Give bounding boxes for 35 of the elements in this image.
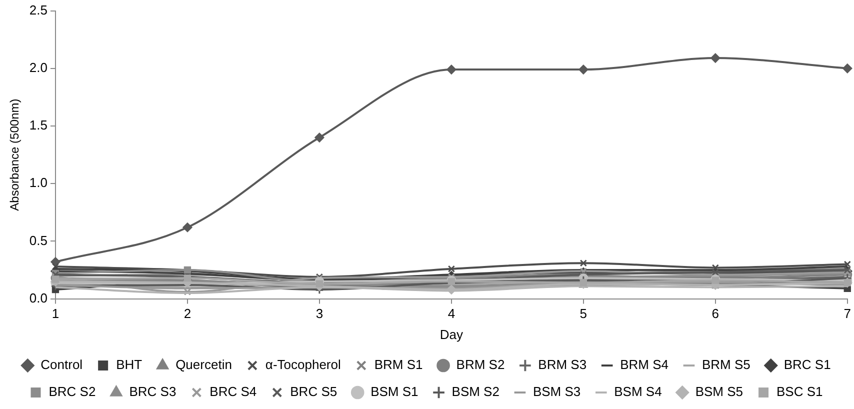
legend-label: BSM S3: [532, 384, 581, 400]
legend-label: BRM S3: [538, 357, 587, 372]
x-tick-label: 3: [316, 306, 324, 322]
legend-label: Control: [40, 357, 83, 372]
y-axis-title: Absorbance (500nm): [8, 98, 22, 211]
y-tick-label: 1.5: [29, 118, 48, 133]
legend-label: BRC S3: [129, 384, 176, 400]
legend-label: BRM S5: [702, 357, 750, 372]
y-tick-label: 1.0: [29, 175, 48, 190]
legend-label: BSM S4: [614, 384, 662, 400]
legend-label: BHT: [116, 357, 142, 372]
legend-label: BRC S5: [290, 384, 338, 400]
y-tick-label: 0.0: [29, 290, 48, 306]
legend-label: BRC S4: [210, 384, 257, 400]
x-tick-label: 7: [844, 306, 851, 322]
legend-label: α-Tocopherol: [265, 357, 341, 372]
y-tick-label: 2.5: [29, 2, 48, 18]
x-tick-label: 2: [184, 306, 192, 322]
legend-label: BRM S4: [620, 357, 668, 372]
legend-label: BRM S2: [456, 357, 505, 372]
legend-label: BSC S1: [776, 384, 823, 400]
legend-label: Quercetin: [176, 357, 232, 372]
x-tick-label: 5: [580, 306, 588, 322]
y-tick-label: 0.5: [29, 232, 48, 248]
legend-label: BRC S1: [784, 357, 831, 372]
x-tick-label: 4: [448, 306, 456, 322]
x-tick-label: 1: [52, 306, 60, 322]
legend-label: BSM S5: [695, 384, 744, 400]
x-tick-label: 6: [712, 306, 720, 322]
legend-label: BSM S1: [370, 384, 418, 400]
legend-label: BSM S2: [452, 384, 500, 400]
legend-label: BRM S1: [374, 357, 423, 372]
y-tick-label: 2.0: [29, 60, 48, 75]
legend-label: BRC S2: [48, 384, 96, 400]
x-axis-title: Day: [440, 326, 464, 342]
